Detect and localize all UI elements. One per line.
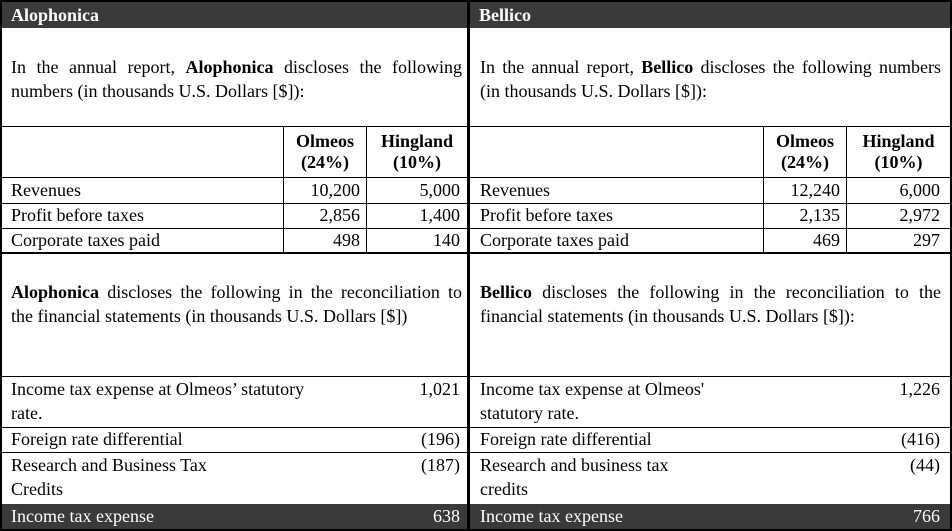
left-company-header: Alophonica [2,2,467,28]
left-row-label: Corporate taxes paid [11,230,160,250]
rule-recon-top [2,376,950,377]
right-recon-value: (416) [901,429,940,449]
right-row-value: 2,135 [799,205,841,225]
right-row-label: Revenues [480,180,550,200]
right-col1-header: Olmeos (24%) [776,131,834,172]
left-total-row: Income tax expense 638 [2,504,467,529]
left-recon-paragraph: Alophonica discloses the following in th… [11,282,463,326]
left-row-value: 498 [333,230,360,250]
rule-recon-row1 [2,427,950,428]
right-col2-header: Hingland (10%) [862,131,935,172]
right-row-value: 6,000 [899,180,941,200]
right-row-value: 469 [813,230,840,250]
left-recon-value: 1,021 [419,379,461,399]
left-col1-header: Olmeos (24%) [296,131,354,172]
left-col2-header: Hingland (10%) [380,131,454,172]
right-row-value: 12,240 [790,180,841,200]
right-company-header: Bellico [470,2,950,28]
right-total-label: Income tax expense [480,506,623,526]
left-row-value: 5,000 [419,180,461,200]
left-row-label: Revenues [11,180,81,200]
left-intro-paragraph: In the annual report, Alophonica disclos… [11,57,463,101]
left-recon-value: (196) [421,429,460,449]
left-row-value: 2,856 [319,205,361,225]
left-recon-label: Income tax expense at Olmeos’ statutory … [11,379,305,423]
rule-colhead-bottom [2,177,950,178]
left-total-label: Income tax expense [11,506,154,526]
right-col-sep-2 [846,126,847,253]
left-recon-label: Foreign rate differential [11,429,183,449]
right-col-sep-1 [763,126,764,253]
left-total-value: 638 [433,506,460,526]
left-row-value: 140 [433,230,460,250]
right-total-row: Income tax expense 766 [470,504,950,529]
right-recon-label: Research and business tax credits [480,455,669,499]
rule-table-bottom [2,252,950,254]
left-recon-label: Research and Business Tax Credits [11,455,207,499]
right-row-value: 297 [913,230,940,250]
rule-row2 [2,228,950,229]
left-col-sep-1 [283,126,284,253]
right-row-value: 2,972 [899,205,941,225]
right-total-value: 766 [913,506,940,526]
right-recon-value: 1,226 [899,379,941,399]
right-row-label: Corporate taxes paid [480,230,629,250]
rule-row1 [2,203,950,204]
right-intro-paragraph: In the annual report, Bellico discloses … [480,57,941,101]
left-recon-value: (187) [421,455,460,475]
rule-intro-bottom [2,126,950,127]
right-recon-value: (44) [910,455,940,475]
left-row-label: Profit before taxes [11,205,144,225]
left-row-value: 1,400 [419,205,461,225]
right-recon-label: Income tax expense at Olmeos' statutory … [480,379,705,423]
rule-recon-row2 [2,452,950,453]
right-recon-label: Foreign rate differential [480,429,652,449]
center-divider [467,0,470,531]
right-recon-paragraph: Bellico discloses the following in the r… [480,282,942,326]
left-row-value: 10,200 [310,180,361,200]
right-row-label: Profit before taxes [480,205,613,225]
left-col-sep-2 [366,126,367,253]
